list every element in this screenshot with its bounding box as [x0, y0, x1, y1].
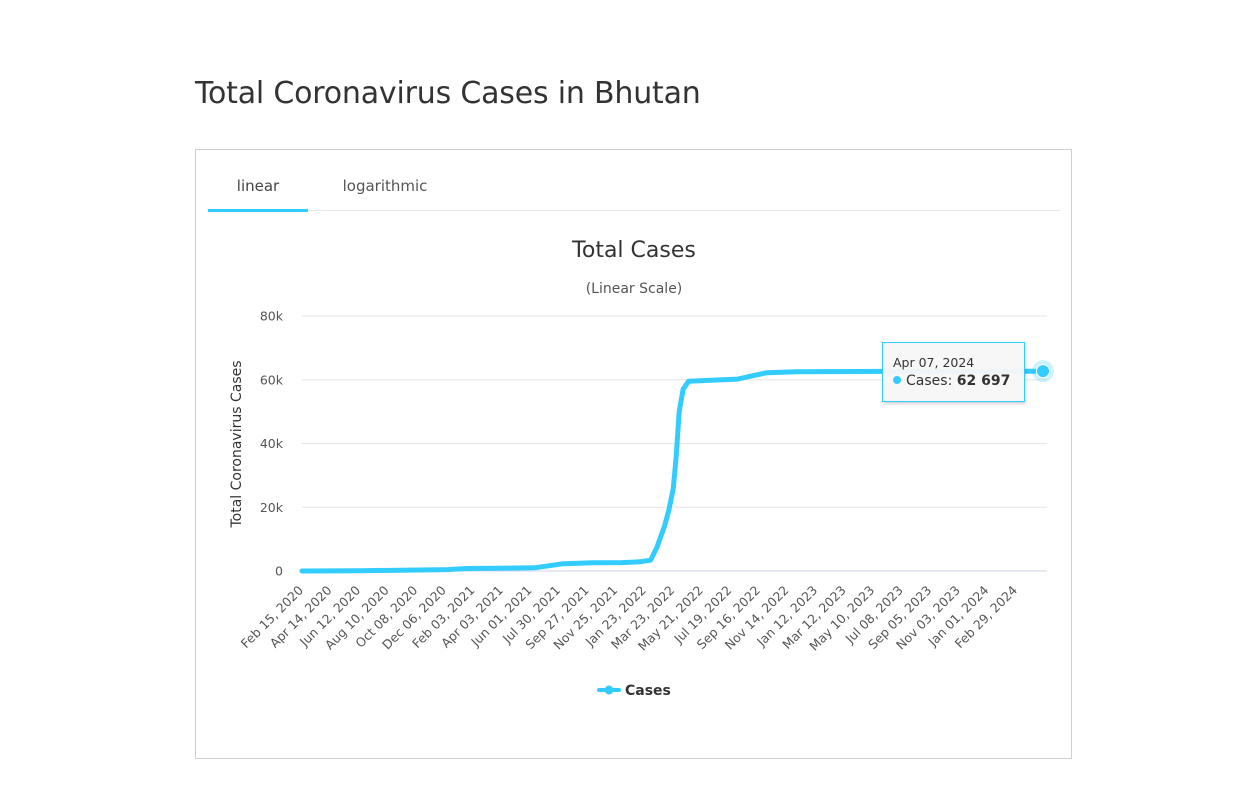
tooltip-series-name: Cases	[906, 373, 948, 389]
y-axis-label: Total Coronavirus Cases	[229, 360, 245, 528]
chart-panel: linear logarithmic	[195, 149, 1072, 759]
hover-point[interactable]	[1036, 364, 1050, 379]
y-tick-label: 40k	[260, 436, 284, 451]
chart-title: Total Cases	[571, 238, 696, 263]
tab-logarithmic[interactable]: logarithmic	[342, 177, 428, 195]
y-tick-label: 20k	[260, 500, 284, 515]
series-line-cases[interactable]	[299, 368, 1050, 574]
chart-tooltip: Apr 07, 2024 Cases: 62 697	[882, 342, 1025, 402]
y-tick-label: 60k	[260, 372, 284, 387]
legend-marker	[604, 685, 614, 695]
y-axis-ticks: 0 20k 40k 60k 80k	[260, 309, 284, 579]
page-title: Total Coronavirus Cases in Bhutan	[195, 76, 701, 111]
y-tick-label: 0	[275, 564, 283, 579]
series-layer	[299, 360, 1054, 574]
y-tick-label: 80k	[260, 309, 284, 324]
chart-subtitle: (Linear Scale)	[586, 281, 683, 297]
tooltip-date: Apr 07, 2024	[893, 355, 975, 370]
legend[interactable]: Cases	[597, 683, 671, 699]
legend-label-cases: Cases	[625, 683, 671, 699]
scale-tabs: linear logarithmic	[208, 164, 1060, 212]
grid-layer	[302, 315, 1047, 572]
tooltip-value: 62 697	[956, 373, 1011, 389]
tab-linear[interactable]: linear	[208, 164, 308, 212]
tooltip-row: Cases: 62 697	[893, 373, 1010, 389]
tooltip-series-dot	[893, 376, 901, 384]
